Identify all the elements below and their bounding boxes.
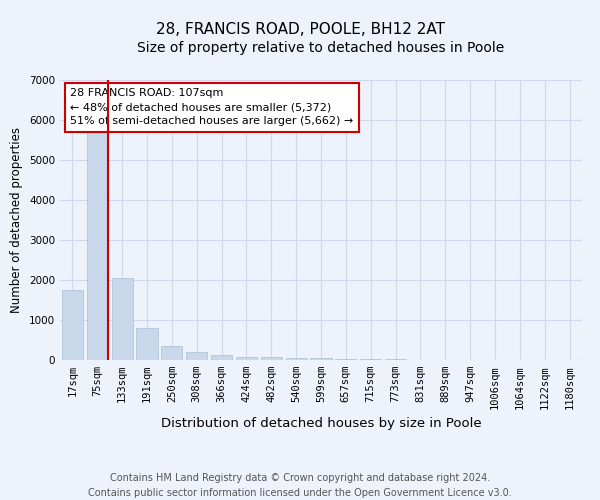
- Bar: [236, 357, 257, 360]
- Bar: [136, 328, 158, 360]
- Bar: [161, 346, 182, 360]
- Bar: [261, 358, 282, 360]
- Y-axis label: Number of detached properties: Number of detached properties: [10, 127, 23, 313]
- Bar: [186, 352, 207, 360]
- Bar: [62, 290, 83, 360]
- Bar: [286, 358, 307, 360]
- Bar: [335, 359, 356, 360]
- X-axis label: Distribution of detached houses by size in Poole: Distribution of detached houses by size …: [161, 417, 481, 430]
- Text: 28, FRANCIS ROAD, POOLE, BH12 2AT: 28, FRANCIS ROAD, POOLE, BH12 2AT: [155, 22, 445, 38]
- Text: Contains HM Land Registry data © Crown copyright and database right 2024.
Contai: Contains HM Land Registry data © Crown c…: [88, 472, 512, 498]
- Bar: [310, 358, 332, 360]
- Text: 28 FRANCIS ROAD: 107sqm
← 48% of detached houses are smaller (5,372)
51% of semi: 28 FRANCIS ROAD: 107sqm ← 48% of detache…: [70, 88, 353, 126]
- Bar: [211, 355, 232, 360]
- Bar: [112, 278, 133, 360]
- Bar: [87, 128, 108, 360]
- Bar: [360, 359, 381, 360]
- Title: Size of property relative to detached houses in Poole: Size of property relative to detached ho…: [137, 41, 505, 55]
